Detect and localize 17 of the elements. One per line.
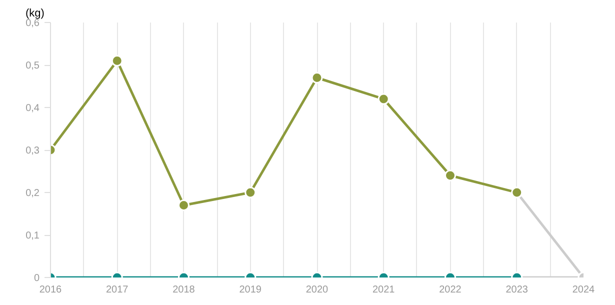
x-tick-label: 2021: [372, 284, 396, 296]
x-tick-label: 2019: [239, 284, 262, 296]
y-tick-label: 0,1: [26, 230, 40, 242]
x-tick-label: 2020: [306, 284, 329, 296]
y-tick-label: 0,5: [26, 60, 40, 72]
x-tick-label: 2018: [172, 284, 196, 296]
x-tick-label: 2023: [506, 284, 528, 296]
x-tick-label: 2017: [106, 284, 129, 296]
x-tick-label: 2022: [439, 284, 462, 296]
x-tick-label: 2024: [572, 284, 596, 296]
y-axis-title: (kg): [26, 8, 44, 20]
y-tick-label: 0,3: [26, 146, 40, 156]
x-tick-label: 2016: [39, 284, 62, 296]
y-tick-label: 0,4: [26, 103, 40, 114]
y-tick-label: 0,6: [26, 18, 40, 29]
y-tick-label: 0,2: [26, 188, 40, 199]
y-tick-label: 0: [34, 273, 40, 284]
